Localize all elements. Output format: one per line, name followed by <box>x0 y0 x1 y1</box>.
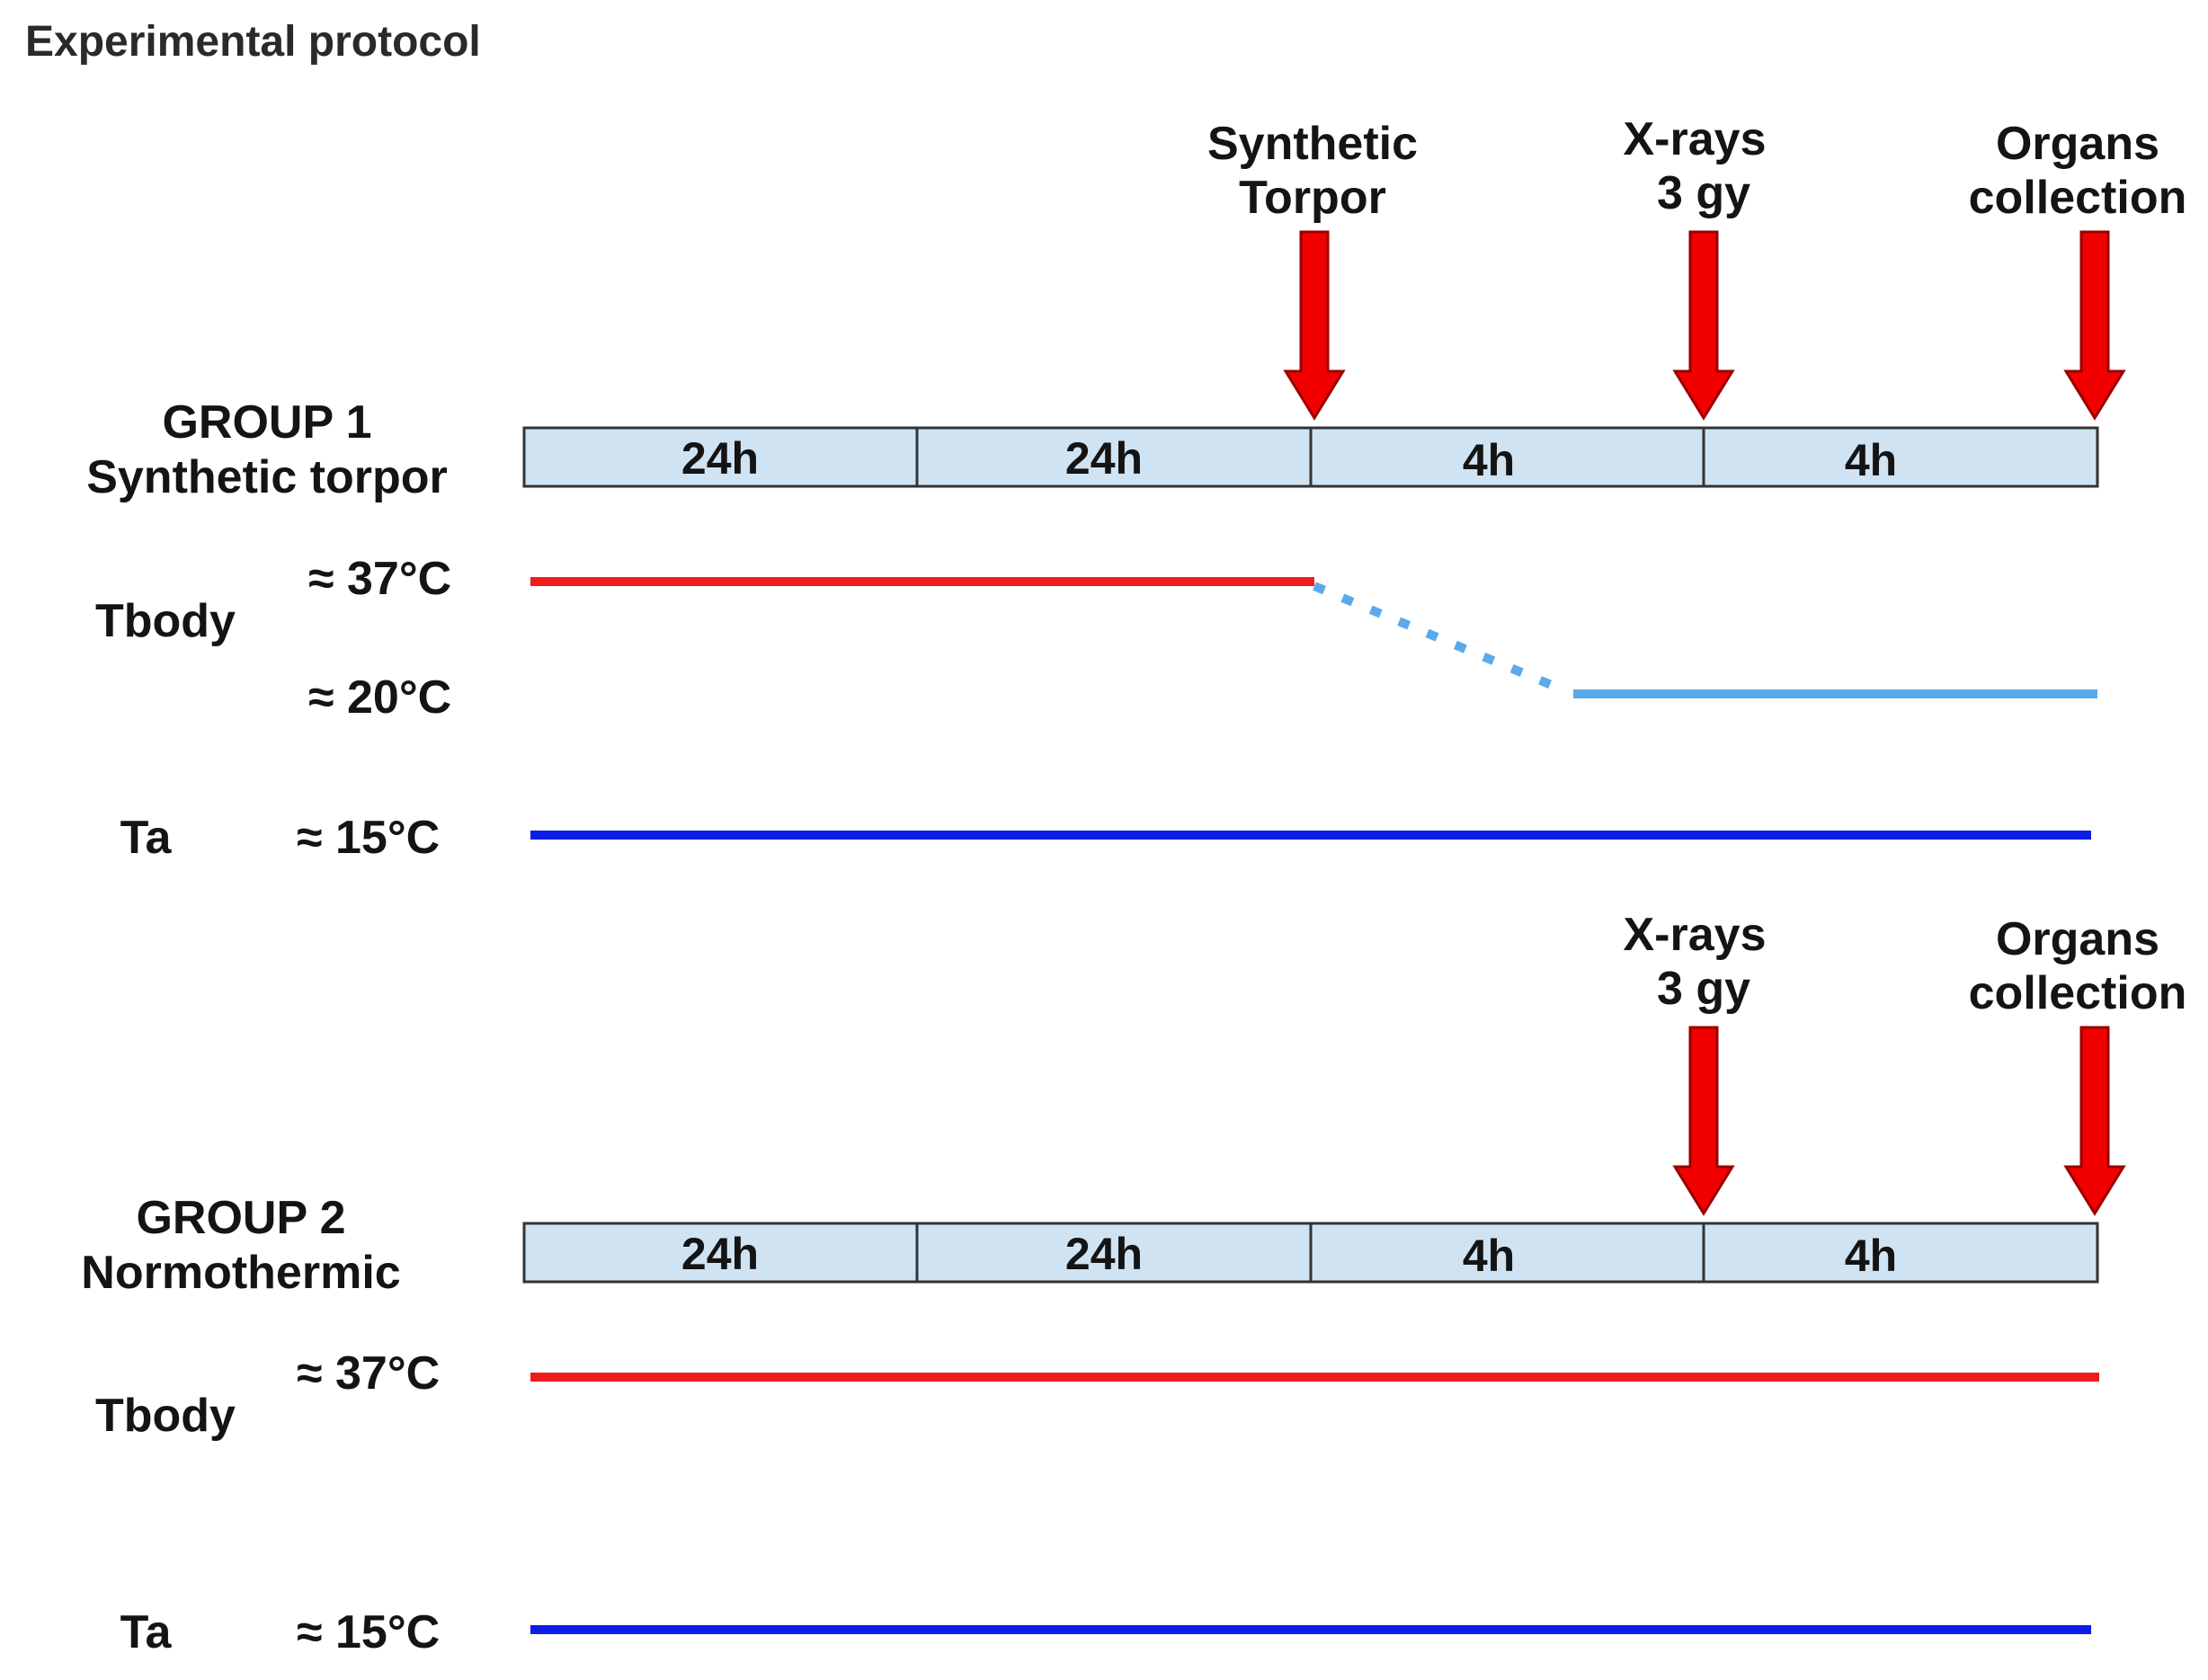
event-organs-label-line1-group2: Organs <box>1996 913 2159 965</box>
event-organs-label-line2-group2: collection <box>1969 967 2187 1019</box>
event-xray-label-line1: X-rays <box>1624 113 1767 165</box>
group2-ta-label: Ta <box>120 1606 173 1658</box>
group1-tbody-cooling-dotted-line <box>1313 582 1566 695</box>
group2-condition: Normothermic <box>81 1247 400 1299</box>
group1-segment-1 <box>522 426 919 488</box>
arrow-organs-group2 <box>2063 1026 2126 1216</box>
event-torpor-label-line2: Torpor <box>1239 172 1386 224</box>
group2-segment-2 <box>915 1222 1313 1284</box>
group1-segment-1-label: 24h <box>681 433 759 484</box>
group2-events: X-rays 3 gy Organs collection <box>1624 909 2187 1216</box>
group2-segment-4 <box>1702 1222 2099 1284</box>
group1-name: GROUP 1 <box>162 396 371 449</box>
event-xray-label-line2-group2: 3 gy <box>1657 963 1750 1015</box>
group2-timeline-bar: 24h 24h 4h 4h <box>522 1222 2099 1284</box>
group2-name: GROUP 2 <box>136 1192 345 1244</box>
group2-segment-2-label: 24h <box>1065 1229 1143 1279</box>
group1-segment-4 <box>1702 426 2099 488</box>
group1-segment-3-label: 4h <box>1463 435 1515 485</box>
group1-events: Synthetic Torpor X-rays 3 gy Organs coll… <box>1207 113 2187 421</box>
group1-condition: Synthetic torpor <box>86 451 448 503</box>
group1-t-low-label: ≈ 20°C <box>308 671 451 724</box>
group1-segment-2 <box>915 426 1313 488</box>
group2-ta-value: ≈ 15°C <box>297 1606 440 1658</box>
group1-segment-2-label: 24h <box>1065 433 1143 484</box>
group1-ta-value: ≈ 15°C <box>297 812 440 864</box>
group1-segment-3 <box>1309 426 1705 488</box>
event-torpor-label-line1: Synthetic <box>1207 118 1418 170</box>
group1-segment-4-label: 4h <box>1845 435 1897 485</box>
event-organs-label-line2: collection <box>1969 172 2187 224</box>
arrow-xray-group2 <box>1672 1026 1735 1216</box>
group2-t-high-label: ≈ 37°C <box>297 1347 440 1400</box>
group2-segment-1 <box>522 1222 919 1284</box>
event-xray-label-line2: 3 gy <box>1657 167 1750 219</box>
group1-ta-label: Ta <box>120 812 173 864</box>
group2-segment-3 <box>1309 1222 1705 1284</box>
group2-segment-4-label: 4h <box>1845 1231 1897 1281</box>
diagram-title: Experimental protocol <box>25 18 481 66</box>
arrow-xray-group1 <box>1672 230 1735 421</box>
group2-segment-1-label: 24h <box>681 1229 759 1279</box>
group1-t-high-label: ≈ 37°C <box>308 553 451 605</box>
group2-tbody-label: Tbody <box>95 1390 236 1442</box>
group2-segment-3-label: 4h <box>1463 1231 1515 1281</box>
group1-tbody-label: Tbody <box>95 595 236 647</box>
group1-timeline-bar: 24h 24h 4h 4h <box>522 426 2099 488</box>
arrow-torpor <box>1283 230 1346 421</box>
event-organs-label-line1: Organs <box>1996 118 2159 170</box>
arrow-organs-group1 <box>2063 230 2126 421</box>
event-xray-label-line1-group2: X-rays <box>1624 909 1767 961</box>
